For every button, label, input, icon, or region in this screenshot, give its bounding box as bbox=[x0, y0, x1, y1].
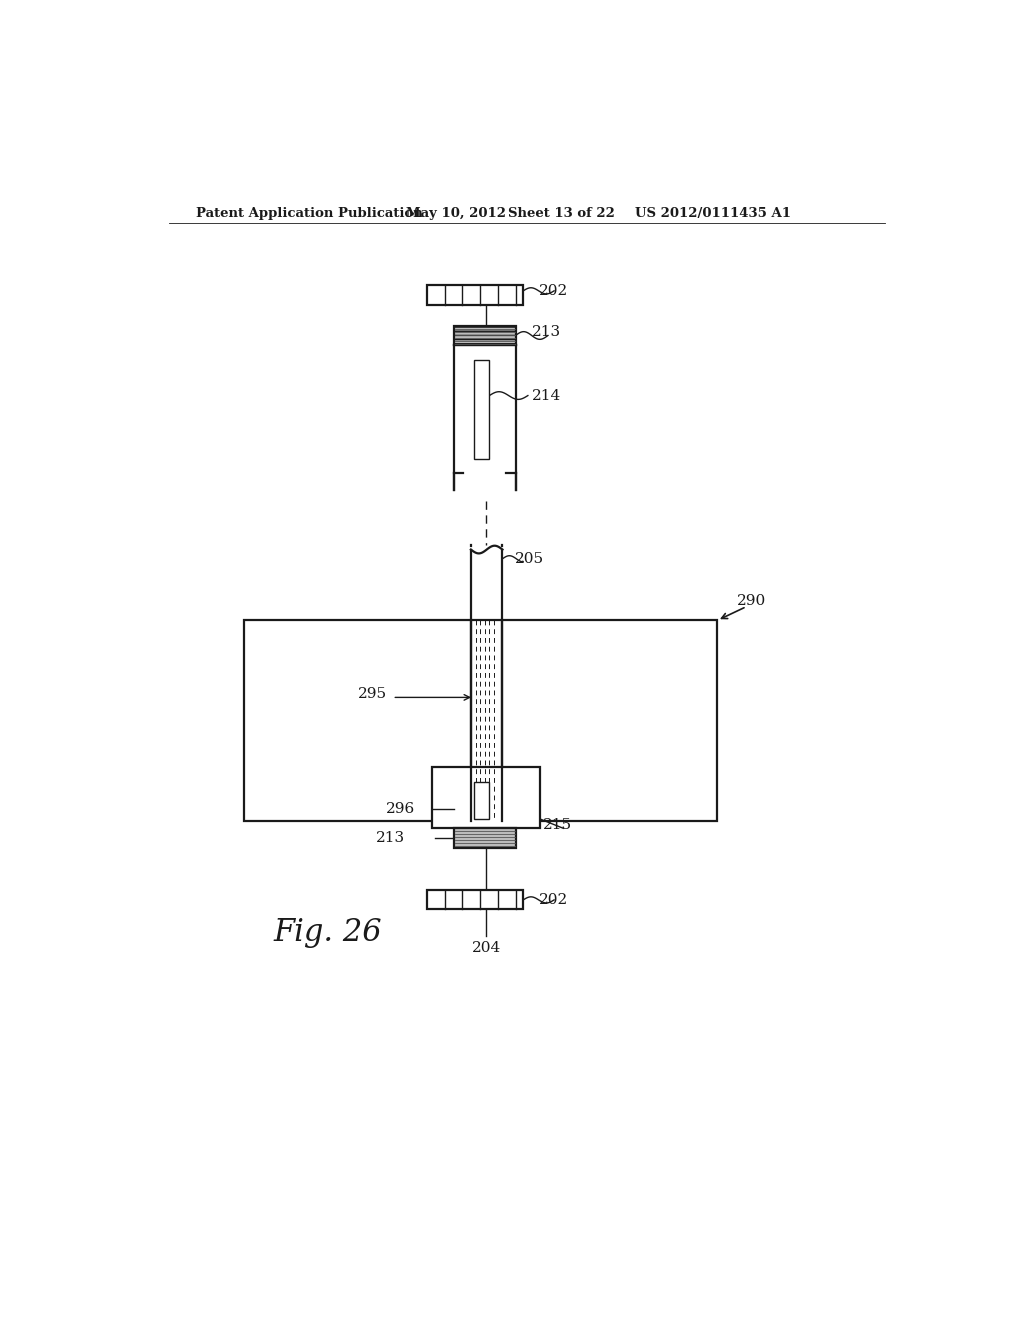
Bar bbox=[474, 360, 489, 459]
Text: Patent Application Publication: Patent Application Publication bbox=[196, 207, 423, 220]
Text: 205: 205 bbox=[515, 552, 544, 566]
Text: 202: 202 bbox=[540, 284, 568, 298]
Bar bbox=[454, 326, 515, 345]
Text: 215: 215 bbox=[544, 818, 572, 832]
Text: US 2012/0111435 A1: US 2012/0111435 A1 bbox=[635, 207, 791, 220]
Text: 202: 202 bbox=[540, 892, 568, 907]
Bar bbox=[244, 620, 717, 821]
Bar bbox=[474, 781, 489, 818]
Text: 214: 214 bbox=[531, 388, 561, 403]
Text: 290: 290 bbox=[736, 594, 766, 609]
Bar bbox=[427, 890, 523, 909]
Text: Fig. 26: Fig. 26 bbox=[273, 917, 382, 948]
Text: 213: 213 bbox=[377, 832, 406, 845]
Text: 296: 296 bbox=[386, 803, 416, 816]
Text: 213: 213 bbox=[531, 325, 561, 339]
Text: 204: 204 bbox=[472, 941, 501, 954]
Text: May 10, 2012: May 10, 2012 bbox=[407, 207, 506, 220]
Bar bbox=[427, 285, 523, 305]
Text: Sheet 13 of 22: Sheet 13 of 22 bbox=[508, 207, 614, 220]
Text: 295: 295 bbox=[357, 686, 387, 701]
Bar bbox=[454, 829, 515, 847]
Bar bbox=[432, 767, 541, 829]
